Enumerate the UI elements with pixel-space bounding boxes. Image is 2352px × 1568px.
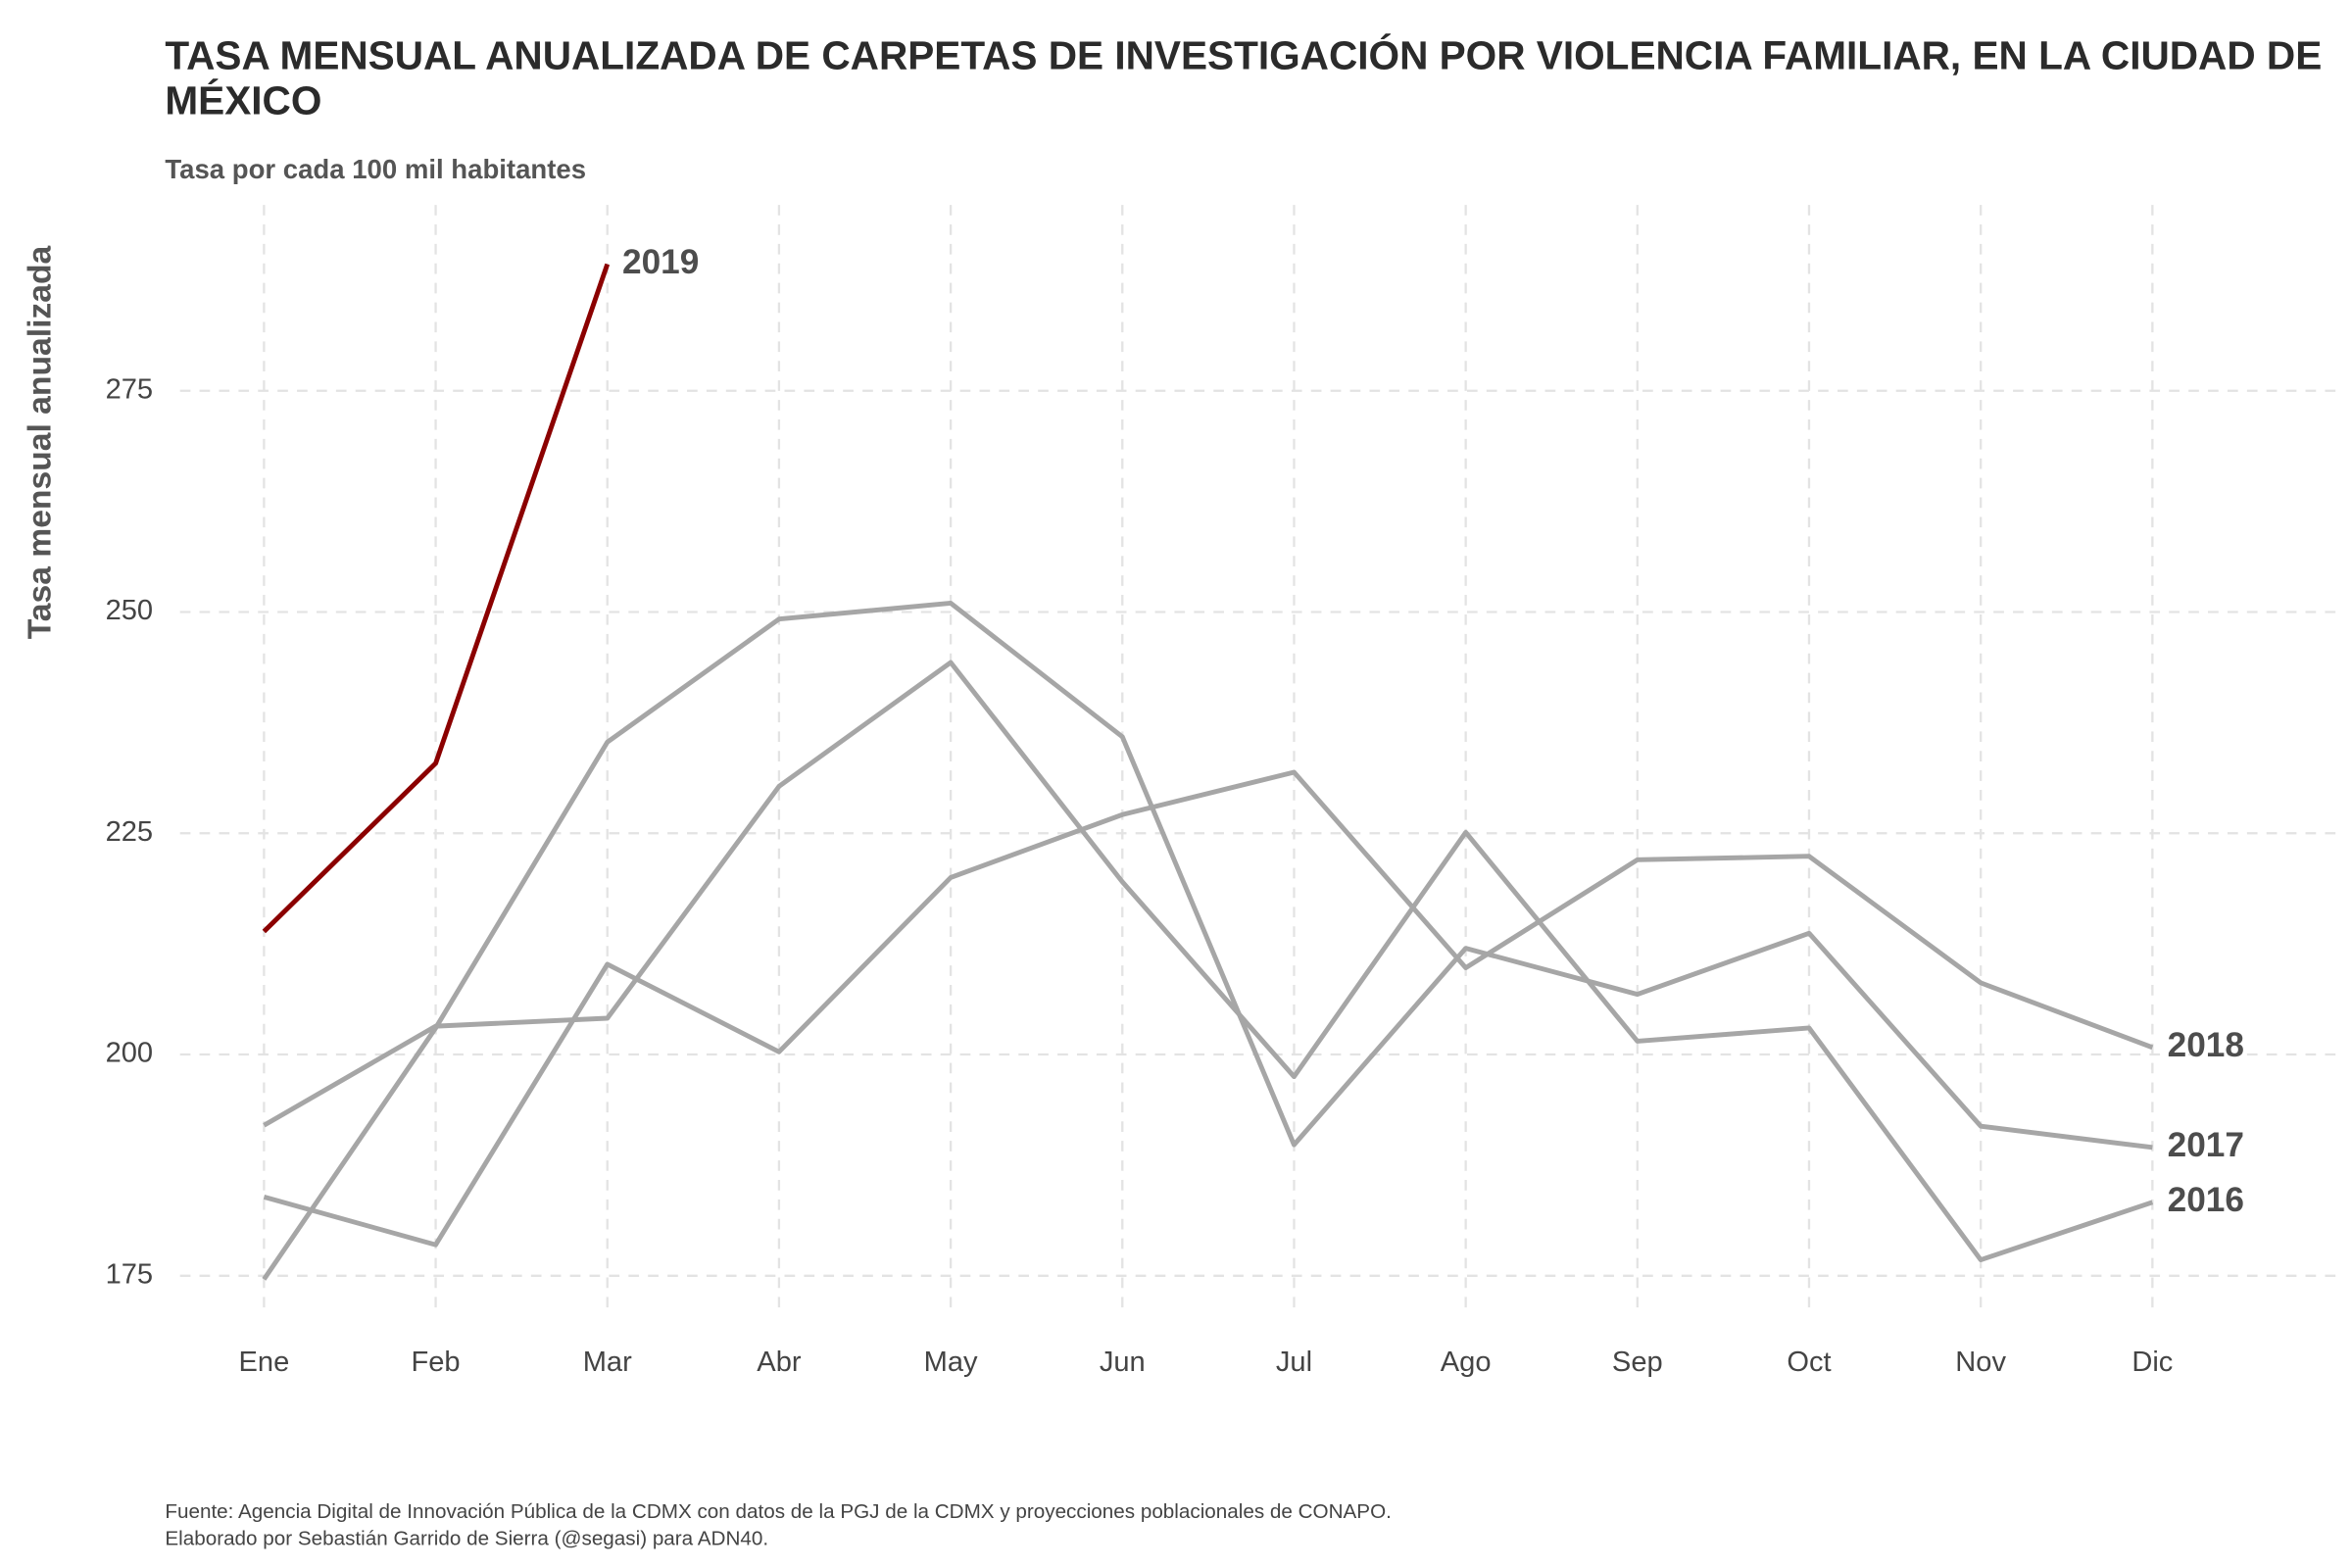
- series-label: 2016: [2168, 1181, 2244, 1219]
- x-tick-label: Feb: [412, 1347, 461, 1378]
- x-tick-label: Nov: [1955, 1347, 2006, 1378]
- credit-note: Elaborado por Sebastián Garrido de Sierr…: [165, 1528, 768, 1550]
- x-tick-label: Dic: [2132, 1347, 2173, 1378]
- marks: 2016 2017 2018 2019: [262, 243, 2244, 1281]
- x-tick-label: May: [924, 1347, 978, 1378]
- x-tick-label: Oct: [1787, 1347, 1831, 1378]
- series-label: 2018: [2168, 1026, 2244, 1064]
- x-tick-label: Ago: [1441, 1347, 1492, 1378]
- grid: [179, 205, 2340, 1311]
- series-line: [262, 263, 611, 934]
- x-tick-label: Abr: [757, 1347, 802, 1378]
- x-tick-label: Sep: [1612, 1347, 1663, 1378]
- series-line: [262, 601, 2153, 1281]
- chart-subtitle: Tasa por cada 100 mil habitantes: [165, 154, 586, 184]
- y-axis-label: Tasa mensual anualizada: [23, 245, 59, 639]
- y-tick-label: 175: [106, 1258, 154, 1290]
- source-note: Fuente: Agencia Digital de Innovación Pú…: [165, 1500, 1392, 1523]
- chart-title: TASA MENSUAL ANUALIZADA DE CARPETAS DE I…: [165, 32, 2323, 123]
- series-label: 2017: [2168, 1126, 2244, 1164]
- series-line: [263, 660, 2154, 1262]
- title-box: TASA MENSUAL ANUALIZADA DE CARPETAS DE I…: [165, 32, 2323, 123]
- x-tick-label: Mar: [583, 1347, 632, 1378]
- x-tick-label: Jun: [1100, 1347, 1146, 1378]
- series-line: [263, 769, 2154, 1248]
- y-tick-label: 225: [106, 816, 154, 848]
- x-tick-label: Ene: [239, 1347, 290, 1378]
- y-tick-label: 275: [106, 373, 154, 405]
- y-tick-label: 250: [106, 595, 154, 626]
- x-tick-label: Jul: [1276, 1347, 1312, 1378]
- series-label: 2019: [622, 243, 699, 281]
- y-tick-label: 200: [106, 1038, 154, 1069]
